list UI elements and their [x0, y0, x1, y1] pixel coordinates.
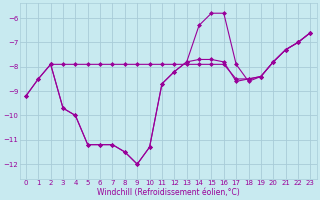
- X-axis label: Windchill (Refroidissement éolien,°C): Windchill (Refroidissement éolien,°C): [97, 188, 239, 197]
